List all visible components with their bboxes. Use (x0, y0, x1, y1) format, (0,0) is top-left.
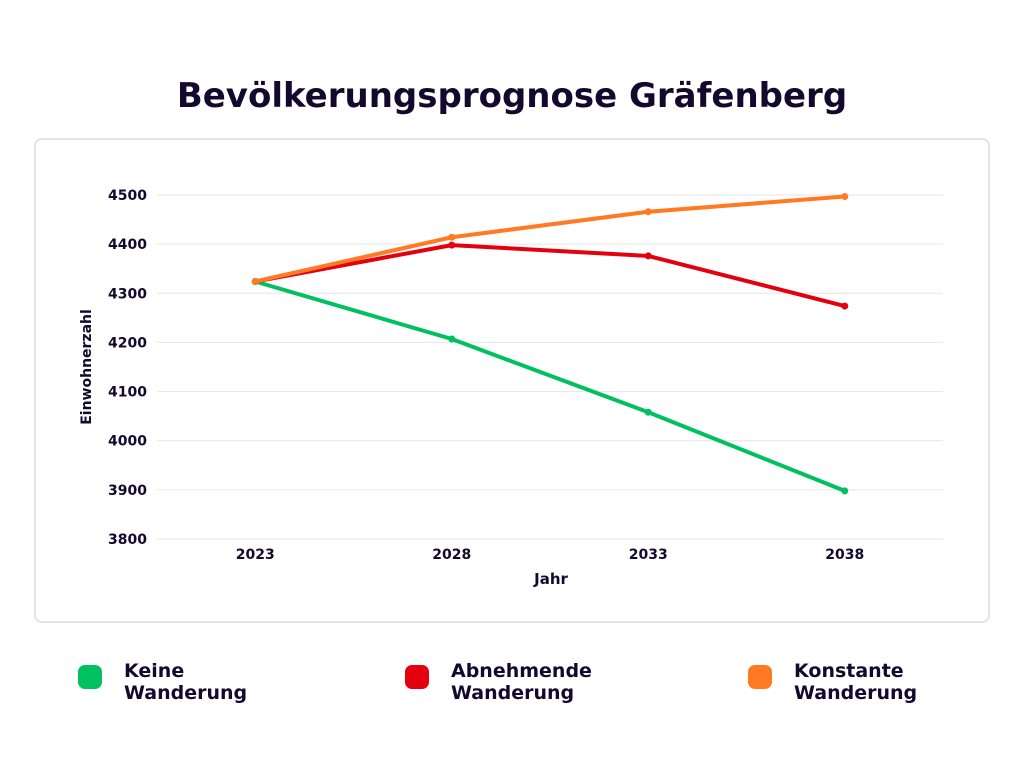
legend-swatch (405, 665, 429, 689)
y-tick-label: 4100 (108, 385, 147, 401)
series-line-2 (254, 194, 845, 284)
data-point (251, 277, 259, 285)
series-line-0 (254, 279, 846, 493)
x-tick-label: 2023 (236, 547, 275, 563)
x-tick-label: 2033 (629, 547, 668, 563)
data-point (448, 241, 456, 249)
y-tick-label: 3800 (108, 532, 147, 548)
x-axis-label: Jahr (533, 570, 568, 588)
legend-item-abnehmende-wanderung: Abnehmende Wanderung (405, 660, 601, 704)
legend-label: Konstante Wanderung (794, 660, 918, 704)
legend-item-keine-wanderung: Keine Wanderung (78, 660, 274, 704)
data-point (644, 208, 652, 216)
y-tick-label: 3900 (108, 483, 147, 499)
y-tick-label: 4400 (108, 237, 147, 253)
x-tick-label: 2038 (825, 547, 864, 563)
chart-card (34, 138, 990, 623)
data-point (841, 302, 849, 310)
data-point (644, 408, 652, 416)
y-tick-label: 4000 (108, 434, 147, 450)
legend-label: Abnehmende Wanderung (451, 660, 592, 704)
data-point (841, 487, 849, 495)
y-tick-label: 4200 (108, 335, 147, 351)
data-point (448, 335, 456, 343)
y-axis-label: Einwohnerzahl (79, 309, 95, 425)
chart-title: Bevölkerungsprognose Gräfenberg (176, 76, 848, 116)
data-point (644, 252, 652, 260)
legend-swatch (78, 665, 102, 689)
legend-item-konstante-wanderung: Konstante Wanderung (748, 660, 944, 704)
series-line-1 (254, 243, 846, 309)
legend-label: Keine Wanderung (124, 660, 248, 704)
data-point (841, 192, 849, 200)
y-tick-label: 4500 (108, 188, 147, 204)
data-point (448, 233, 456, 241)
legend-swatch (748, 665, 772, 689)
x-tick-label: 2028 (432, 547, 471, 563)
y-tick-label: 4300 (108, 286, 147, 302)
